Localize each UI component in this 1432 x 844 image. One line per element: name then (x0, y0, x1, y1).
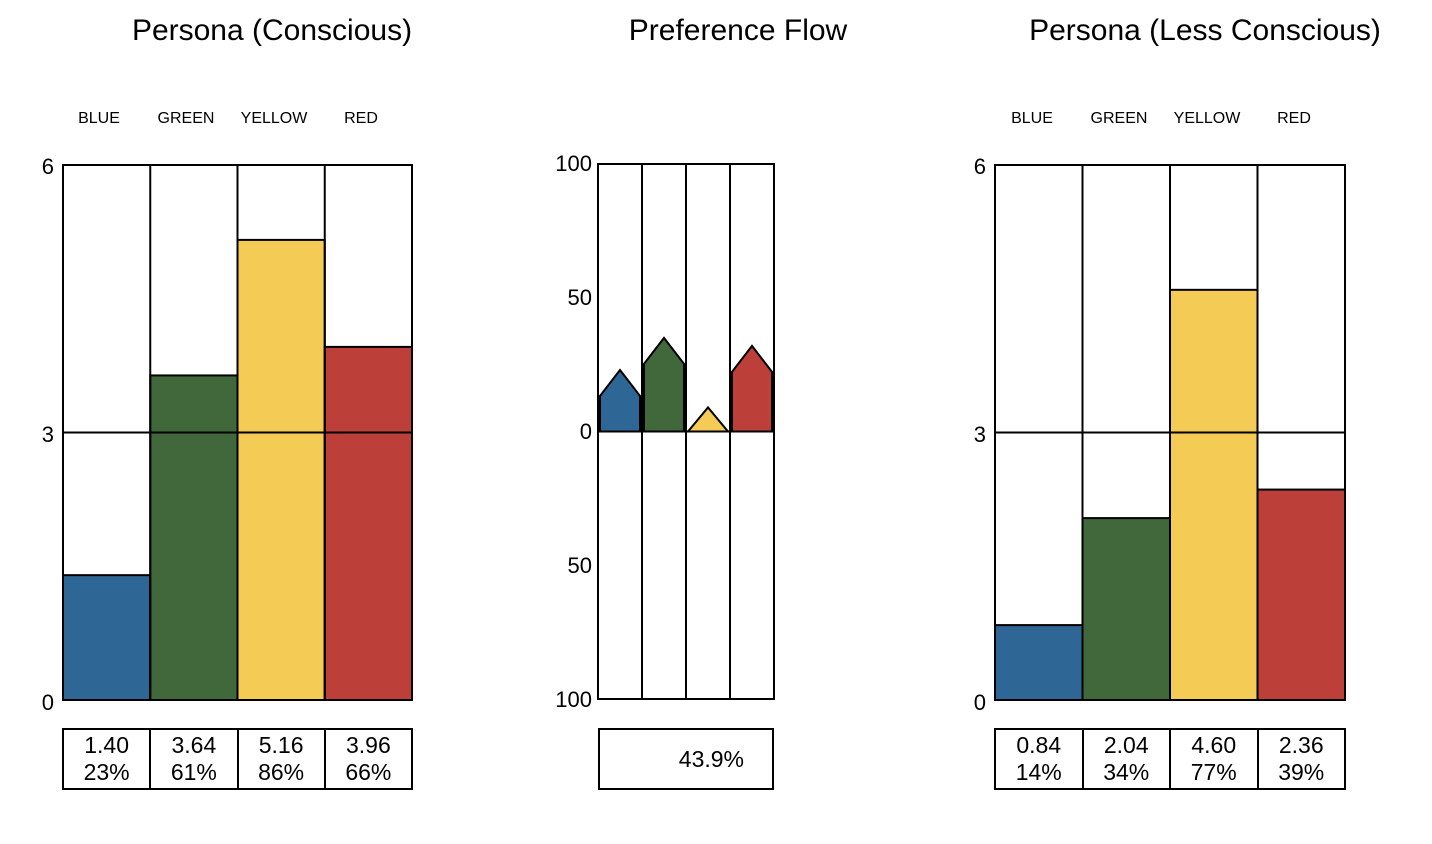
y-tick-label: 0 (973, 690, 986, 715)
value-label: 5.16 (258, 732, 304, 758)
conscious-plot-frame (62, 164, 413, 701)
percent-label: 34% (1103, 759, 1150, 785)
less-conscious-bar-green (1081, 517, 1171, 701)
value-label: 2.36 (1278, 732, 1324, 758)
less-conscious-bar-blue (994, 624, 1084, 701)
conscious-bar-green (149, 374, 239, 701)
conscious-bar-yellow (236, 238, 326, 701)
value-cell-red: 2.36 39% (1256, 730, 1345, 788)
percent-label: 23% (83, 759, 130, 785)
category-label-green: GREEN (157, 110, 215, 127)
value-table-less-conscious: 0.84 14% 2.04 34% 4.60 77% 2.36 39% (994, 728, 1346, 790)
flow-plot-frame (597, 163, 775, 700)
percent-label: 66% (345, 759, 392, 785)
value-label: 0.84 (1016, 732, 1062, 758)
value-label: 2.04 (1103, 732, 1149, 758)
value-label: 1.40 (84, 732, 129, 758)
y-tick-label: 0 (579, 419, 592, 444)
percent-label: 39% (1278, 759, 1325, 785)
y-tick-label: 3 (41, 422, 54, 447)
category-label-yellow: YELLOW (1173, 110, 1241, 127)
value-cell-blue: 1.40 23% (64, 730, 149, 788)
y-tick-label: 6 (41, 154, 54, 179)
y-tick-label: 100 (555, 151, 592, 176)
y-tick-label: 6 (973, 154, 986, 179)
value-table-conscious: 1.40 23% 3.64 61% 5.16 86% 3.96 66% (62, 728, 413, 790)
percent-label: 86% (258, 759, 305, 785)
value-label: 3.96 (345, 732, 391, 758)
percent-label: 61% (170, 759, 217, 785)
value-cell-yellow: 5.16 86% (236, 730, 324, 788)
value-cell-green: 3.64 61% (149, 730, 236, 788)
category-label-green: GREEN (1090, 110, 1148, 127)
less-conscious-plot-frame (994, 164, 1346, 701)
value-cell-yellow: 4.60 77% (1169, 730, 1257, 788)
value-label: 4.60 (1191, 732, 1237, 758)
chart-title-less-conscious: Persona (Less Conscious) (1029, 14, 1381, 47)
summary-label: 43.9% (678, 745, 744, 772)
category-label-blue: BLUE (78, 110, 120, 127)
percent-label: 77% (1190, 759, 1237, 785)
preference-flow-summary: 43.9% (598, 728, 774, 790)
chart-title-conscious: Persona (Conscious) (131, 14, 413, 47)
category-label-red: RED (1277, 110, 1311, 127)
y-tick-label: 100 (555, 687, 592, 712)
category-label-yellow: YELLOW (240, 110, 308, 127)
y-tick-label: 3 (973, 422, 986, 447)
y-tick-label: 50 (567, 553, 592, 578)
category-label-red: RED (344, 110, 378, 127)
value-cell-blue: 0.84 14% (996, 730, 1082, 788)
value-label: 3.64 (171, 732, 217, 758)
value-cell-red: 3.96 66% (323, 730, 411, 788)
less-conscious-bar-yellow (1169, 288, 1259, 701)
percent-label: 14% (1015, 759, 1062, 785)
y-tick-label: 50 (567, 285, 592, 310)
category-label-blue: BLUE (1011, 110, 1053, 127)
conscious-bar-red (323, 345, 413, 701)
conscious-bar-blue (62, 574, 152, 702)
value-cell-green: 2.04 34% (1081, 730, 1170, 788)
less-conscious-bar-red (1256, 488, 1346, 702)
chart-title-preference-flow: Preference Flow (628, 14, 848, 47)
y-tick-label: 0 (41, 690, 54, 715)
